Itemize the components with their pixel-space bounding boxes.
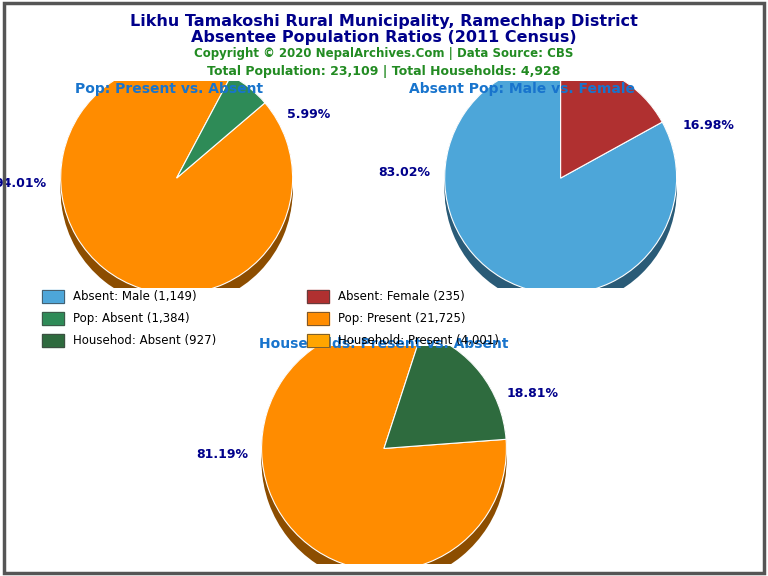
Wedge shape bbox=[262, 326, 506, 571]
Wedge shape bbox=[445, 65, 677, 297]
Text: Households: Present vs. Absent: Households: Present vs. Absent bbox=[260, 337, 508, 351]
Wedge shape bbox=[177, 81, 265, 183]
Wedge shape bbox=[262, 336, 506, 576]
Text: Absent: Female (235): Absent: Female (235) bbox=[338, 290, 465, 303]
Wedge shape bbox=[384, 343, 506, 459]
Wedge shape bbox=[445, 62, 677, 294]
Wedge shape bbox=[61, 70, 293, 302]
Wedge shape bbox=[262, 329, 506, 574]
Text: Copyright © 2020 NepalArchives.Com | Data Source: CBS: Copyright © 2020 NepalArchives.Com | Dat… bbox=[194, 47, 574, 60]
Wedge shape bbox=[177, 75, 265, 178]
Text: 16.98%: 16.98% bbox=[683, 119, 734, 132]
Text: Absent: Male (1,149): Absent: Male (1,149) bbox=[73, 290, 197, 303]
Wedge shape bbox=[61, 62, 293, 294]
Text: Absentee Population Ratios (2011 Census): Absentee Population Ratios (2011 Census) bbox=[191, 30, 577, 45]
Text: 18.81%: 18.81% bbox=[506, 387, 558, 400]
Wedge shape bbox=[177, 78, 265, 180]
Wedge shape bbox=[61, 75, 293, 306]
Text: 83.02%: 83.02% bbox=[378, 166, 430, 179]
Wedge shape bbox=[561, 70, 662, 185]
Wedge shape bbox=[384, 338, 506, 454]
Text: 94.01%: 94.01% bbox=[0, 177, 46, 190]
Wedge shape bbox=[561, 72, 662, 188]
Wedge shape bbox=[262, 334, 506, 576]
Text: Househod: Absent (927): Househod: Absent (927) bbox=[73, 334, 217, 347]
Wedge shape bbox=[384, 335, 506, 451]
Wedge shape bbox=[262, 339, 506, 576]
Wedge shape bbox=[61, 65, 293, 297]
Wedge shape bbox=[61, 67, 293, 299]
Text: Likhu Tamakoshi Rural Municipality, Ramechhap District: Likhu Tamakoshi Rural Municipality, Rame… bbox=[130, 14, 638, 29]
Wedge shape bbox=[561, 62, 662, 178]
Wedge shape bbox=[561, 67, 662, 183]
Wedge shape bbox=[61, 62, 293, 294]
Wedge shape bbox=[445, 72, 677, 304]
Wedge shape bbox=[177, 83, 265, 185]
Wedge shape bbox=[262, 331, 506, 576]
Wedge shape bbox=[177, 88, 265, 191]
Wedge shape bbox=[384, 345, 506, 461]
Text: Pop: Present (21,725): Pop: Present (21,725) bbox=[338, 312, 465, 325]
Wedge shape bbox=[561, 65, 662, 180]
Wedge shape bbox=[262, 326, 506, 571]
Text: Household: Present (4,001): Household: Present (4,001) bbox=[338, 334, 498, 347]
Wedge shape bbox=[445, 70, 677, 302]
Wedge shape bbox=[445, 67, 677, 299]
Text: 81.19%: 81.19% bbox=[197, 448, 248, 461]
Wedge shape bbox=[445, 62, 677, 294]
Wedge shape bbox=[384, 332, 506, 449]
Wedge shape bbox=[177, 86, 265, 188]
Wedge shape bbox=[61, 72, 293, 304]
Wedge shape bbox=[561, 62, 662, 178]
Text: Pop: Present vs. Absent: Pop: Present vs. Absent bbox=[75, 82, 263, 96]
Text: Absent Pop: Male vs. Female: Absent Pop: Male vs. Female bbox=[409, 82, 635, 96]
Wedge shape bbox=[384, 340, 506, 456]
Text: 5.99%: 5.99% bbox=[286, 108, 330, 121]
Wedge shape bbox=[445, 75, 677, 306]
Text: Total Population: 23,109 | Total Households: 4,928: Total Population: 23,109 | Total Househo… bbox=[207, 65, 561, 78]
Wedge shape bbox=[177, 75, 265, 178]
Wedge shape bbox=[384, 332, 506, 449]
Text: Pop: Absent (1,384): Pop: Absent (1,384) bbox=[73, 312, 190, 325]
Wedge shape bbox=[561, 75, 662, 191]
